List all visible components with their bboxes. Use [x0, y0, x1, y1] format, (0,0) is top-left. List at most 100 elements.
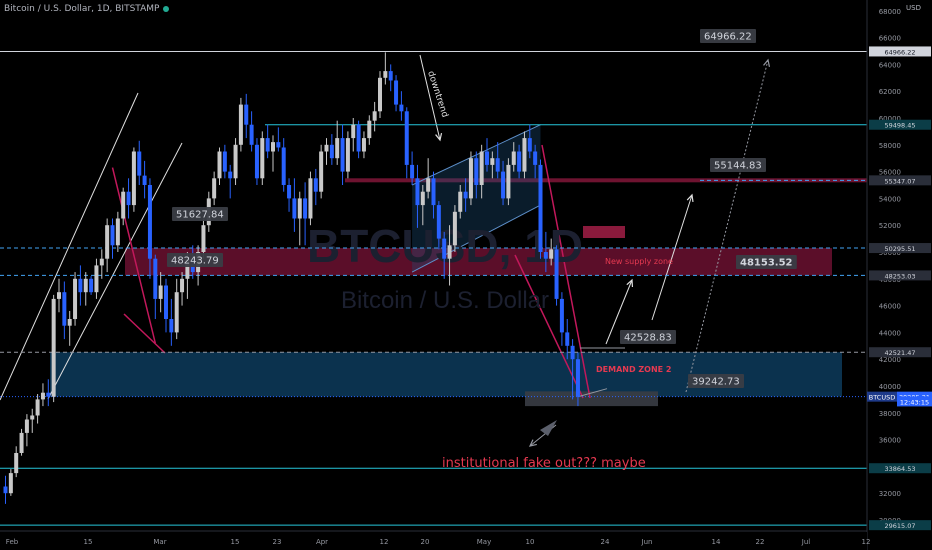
price-label-6: BTCUSD	[869, 394, 895, 402]
price-label-bg-4	[869, 270, 931, 281]
y-tick-14: 40000	[879, 383, 901, 391]
time-axis-bg	[0, 532, 867, 550]
price-label-4: 48253.03	[884, 272, 915, 280]
annotation-51627-bg	[172, 207, 228, 221]
candle-body	[201, 225, 206, 252]
x-tick-8: May	[477, 538, 491, 546]
candle-body	[340, 138, 345, 172]
red-trend-1	[111, 167, 157, 344]
candle-body	[185, 258, 190, 279]
y-tick-16: 36000	[879, 437, 901, 445]
x-tick-14: Jul	[801, 538, 811, 546]
candle-body	[228, 171, 233, 179]
candle-body	[495, 158, 500, 172]
candle-body	[105, 225, 110, 259]
candle-body	[335, 138, 340, 159]
candle-body	[271, 142, 275, 152]
price-label-bg-1	[869, 119, 931, 130]
candle-body	[420, 191, 425, 206]
candle-body	[169, 319, 174, 333]
price-label-bg-6	[867, 391, 897, 402]
annotation-42528-bg	[620, 330, 676, 344]
candle-body	[164, 285, 168, 319]
candle-body	[254, 144, 259, 179]
candle-body	[14, 453, 19, 474]
x-tick-7: 20	[421, 538, 430, 546]
candle-body	[51, 298, 56, 397]
thin-supply-zone	[345, 178, 867, 183]
candle-body	[8, 473, 13, 494]
candle-body	[297, 198, 302, 219]
candle-body	[324, 144, 329, 152]
candle-body	[431, 178, 436, 206]
x-tick-5: Apr	[316, 538, 328, 546]
candle-body	[575, 359, 580, 397]
candle-body	[73, 278, 78, 319]
candle-body	[415, 178, 420, 206]
x-tick-4: 23	[273, 538, 282, 546]
candle-body	[345, 138, 350, 172]
up-arrow-1-head	[626, 278, 634, 288]
price-label-bg-9	[869, 463, 931, 474]
chart-header: Bitcoin / U.S. Dollar, 1D, BITSTAMP	[4, 4, 170, 14]
candle-body	[533, 151, 538, 165]
annotation-55144-bg	[710, 158, 766, 172]
y-tick-12: 44000	[879, 329, 901, 337]
candle-body	[559, 298, 564, 333]
fakeout-arrow-fill	[540, 420, 557, 436]
connector-line	[577, 388, 608, 398]
candle-body	[3, 486, 8, 494]
candle-body	[78, 278, 83, 293]
candle-body	[452, 211, 457, 246]
x-tick-10: 24	[601, 538, 610, 546]
x-axis-ticks: Feb 15 Mar 15 23 Apr 12 20 May 10 24 Jun 14 22 Jul 12	[6, 538, 871, 546]
candle-body	[426, 178, 431, 192]
candle-body	[410, 164, 415, 179]
price-label-bg-0	[869, 46, 931, 57]
candle-body	[217, 151, 222, 179]
candle-body	[126, 191, 131, 206]
downtrend-arrow-head	[435, 133, 443, 142]
y-tick-18: 32000	[879, 490, 901, 498]
red-trend-4	[514, 254, 584, 399]
price-label-5: 42521.47	[884, 349, 915, 357]
candle-body	[137, 151, 142, 176]
status-dot-icon	[163, 5, 170, 12]
candle-body	[115, 218, 120, 246]
candle-body	[233, 144, 238, 179]
price-label-2: 55347.07	[884, 177, 915, 185]
price-label-8: 12:43:15	[900, 398, 929, 406]
price-label-10: 29615.07	[884, 522, 915, 530]
annotation-64966: 64966.22	[704, 32, 752, 43]
candle-body	[517, 151, 522, 172]
y-tick-7: 54000	[879, 195, 901, 203]
candle-body	[238, 104, 243, 145]
candle-body	[468, 158, 473, 199]
candle-body	[174, 292, 179, 333]
candle-body	[281, 147, 286, 185]
candle-body	[131, 151, 136, 206]
candle-body	[121, 191, 126, 219]
annotation-39242-bg	[688, 374, 744, 388]
annotation-fakeout: institutional fake out??? maybe	[442, 456, 646, 471]
currency-label: USD	[906, 4, 921, 12]
y-tick-1: 66000	[879, 35, 901, 43]
candle-body	[62, 292, 67, 326]
y-tick-15: 38000	[879, 410, 901, 418]
candle-body	[180, 278, 185, 293]
candle-body	[554, 249, 559, 299]
up-arrow-2	[651, 194, 693, 321]
candle-body	[527, 138, 532, 152]
candle-body	[538, 164, 543, 252]
annotation-demand-zone: DEMAND ZONE 2	[596, 365, 672, 374]
candle-body	[549, 249, 554, 259]
y-tick-3: 62000	[879, 88, 901, 96]
candle-body	[490, 158, 495, 165]
candle-body	[404, 111, 409, 165]
annotation-42528: 42528.83	[624, 333, 672, 344]
candle-body	[383, 71, 388, 78]
watermark-name: Bitcoin / U.S. Dollar	[341, 287, 549, 314]
annotation-48153: 48153.52	[740, 258, 793, 269]
candle-body	[436, 205, 441, 239]
